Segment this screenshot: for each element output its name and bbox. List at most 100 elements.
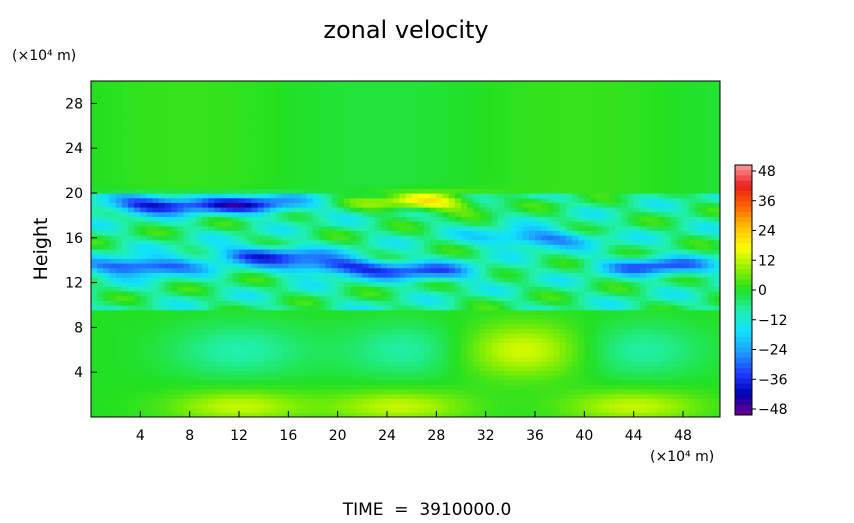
heatmap-cell bbox=[171, 253, 178, 259]
heatmap-cell bbox=[584, 300, 592, 306]
heatmap-cell bbox=[541, 230, 548, 236]
heatmap-cell bbox=[177, 337, 185, 343]
heatmap-cell bbox=[713, 267, 720, 273]
heatmap-cell bbox=[541, 384, 548, 390]
heatmap-cell bbox=[639, 384, 647, 390]
heatmap-cell bbox=[553, 384, 561, 390]
heatmap-cell bbox=[195, 272, 203, 278]
heatmap-cell bbox=[257, 239, 265, 245]
heatmap-cell bbox=[541, 361, 548, 367]
heatmap-cell bbox=[313, 398, 320, 404]
heatmap-cell bbox=[171, 258, 178, 264]
heatmap-cell bbox=[165, 221, 172, 227]
heatmap-cell bbox=[602, 281, 610, 287]
heatmap-cell bbox=[528, 333, 536, 339]
heatmap-cell bbox=[91, 333, 98, 339]
heatmap-cell bbox=[522, 356, 530, 362]
heatmap-cell bbox=[331, 286, 339, 292]
heatmap-cell bbox=[621, 393, 629, 399]
heatmap-cell bbox=[411, 351, 419, 357]
heatmap-cell bbox=[424, 361, 431, 367]
heatmap-cell bbox=[467, 286, 474, 292]
heatmap-cell bbox=[97, 291, 104, 297]
heatmap-cell bbox=[448, 342, 456, 348]
heatmap-cell bbox=[356, 370, 363, 376]
heatmap-cell bbox=[103, 323, 111, 329]
heatmap-cell bbox=[572, 333, 579, 339]
heatmap-cell bbox=[91, 375, 98, 381]
heatmap-cell bbox=[393, 342, 400, 348]
heatmap-cell bbox=[565, 370, 573, 376]
heatmap-cell bbox=[609, 333, 616, 339]
heatmap-cell bbox=[331, 291, 339, 297]
heatmap-cell bbox=[442, 253, 450, 259]
heatmap-cell bbox=[276, 267, 283, 273]
heatmap-cell bbox=[590, 281, 598, 287]
heatmap-cell bbox=[189, 333, 197, 339]
heatmap-cell bbox=[115, 333, 123, 339]
heatmap-cell bbox=[485, 295, 493, 301]
heatmap-cell bbox=[121, 403, 129, 409]
heatmap-cell bbox=[528, 188, 536, 194]
heatmap-cell bbox=[417, 384, 425, 390]
heatmap-cell bbox=[504, 239, 511, 245]
heatmap-cell bbox=[596, 356, 604, 362]
heatmap-cell bbox=[319, 342, 326, 348]
heatmap-cell bbox=[393, 323, 400, 329]
heatmap-cell bbox=[547, 239, 555, 245]
heatmap-cell bbox=[646, 351, 653, 357]
heatmap-cell bbox=[639, 207, 647, 213]
heatmap-cell bbox=[393, 239, 400, 245]
heatmap-cell bbox=[615, 393, 622, 399]
heatmap-cell bbox=[109, 221, 117, 227]
heatmap-cell bbox=[269, 342, 277, 348]
heatmap-cell bbox=[652, 412, 659, 417]
heatmap-cell bbox=[214, 300, 222, 306]
heatmap-cell bbox=[140, 202, 148, 208]
heatmap-cell bbox=[454, 244, 462, 250]
heatmap-cell bbox=[343, 197, 351, 203]
heatmap-cell bbox=[245, 319, 252, 325]
heatmap-cell bbox=[362, 244, 370, 250]
heatmap-cell bbox=[115, 319, 123, 325]
heatmap-cell bbox=[547, 379, 555, 385]
heatmap-cell bbox=[541, 235, 548, 241]
heatmap-cell bbox=[405, 323, 413, 329]
heatmap-cell bbox=[584, 356, 592, 362]
heatmap-cell bbox=[467, 384, 474, 390]
heatmap-cell bbox=[627, 412, 635, 417]
heatmap-cell bbox=[134, 365, 141, 371]
heatmap-cell bbox=[405, 197, 413, 203]
heatmap-cell bbox=[528, 211, 536, 217]
heatmap-cell bbox=[596, 239, 604, 245]
heatmap-cell bbox=[97, 347, 104, 353]
heatmap-cell bbox=[239, 230, 246, 236]
heatmap-cell bbox=[633, 211, 641, 217]
heatmap-cell bbox=[547, 244, 555, 250]
heatmap-cell bbox=[528, 286, 536, 292]
heatmap-cell bbox=[282, 333, 289, 339]
heatmap-cell bbox=[430, 319, 437, 325]
heatmap-cell bbox=[294, 398, 302, 404]
heatmap-cell bbox=[331, 412, 339, 417]
heatmap-cell bbox=[504, 225, 511, 231]
heatmap-cell bbox=[177, 375, 185, 381]
heatmap-cell bbox=[689, 347, 696, 353]
heatmap-cell bbox=[134, 351, 141, 357]
heatmap-cell bbox=[257, 309, 265, 315]
heatmap-cell bbox=[128, 239, 135, 245]
heatmap-cell bbox=[362, 239, 370, 245]
heatmap-cell bbox=[646, 356, 653, 362]
heatmap-cell bbox=[214, 295, 222, 301]
heatmap-cell bbox=[152, 328, 160, 334]
heatmap-cell bbox=[584, 281, 592, 287]
heatmap-cell bbox=[652, 239, 659, 245]
heatmap-cell bbox=[553, 300, 561, 306]
heatmap-cell bbox=[411, 235, 419, 241]
heatmap-cell bbox=[393, 314, 400, 320]
heatmap-cell bbox=[269, 225, 277, 231]
heatmap-cell bbox=[226, 314, 234, 320]
heatmap-cell bbox=[658, 319, 666, 325]
heatmap-cell bbox=[467, 221, 474, 227]
heatmap-cell bbox=[609, 221, 616, 227]
